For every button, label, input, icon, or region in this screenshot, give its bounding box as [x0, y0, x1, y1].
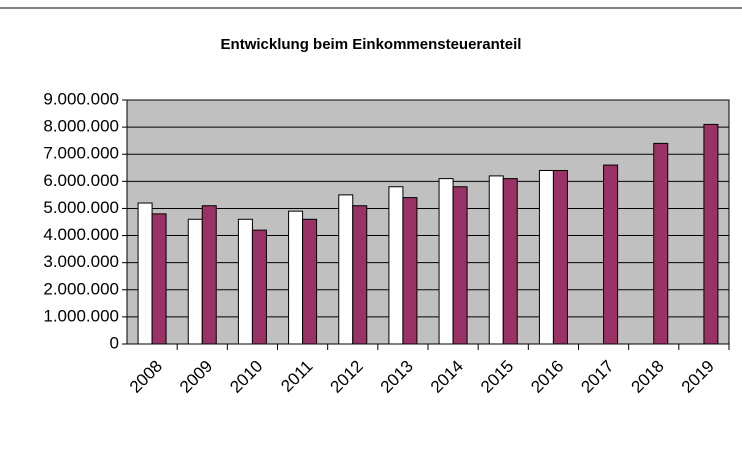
bar: [438, 178, 454, 345]
x-tick-label: 2019: [678, 357, 718, 397]
bar: [151, 213, 167, 345]
x-tick-label: 2017: [577, 357, 617, 397]
bar: [388, 186, 404, 345]
plot-area: [126, 99, 730, 345]
bar: [338, 194, 354, 345]
x-tick-label: 2014: [427, 357, 467, 397]
bar: [237, 218, 253, 345]
x-tick-label: 2013: [377, 357, 417, 397]
bar: [251, 229, 267, 345]
y-tick-label: 0: [110, 333, 119, 352]
bar: [201, 205, 217, 345]
bar: [302, 218, 318, 345]
bar: [137, 202, 153, 345]
bar: [452, 186, 468, 345]
bar: [187, 218, 203, 345]
y-tick-label: 6.000.000: [43, 171, 119, 190]
y-tick-label: 9.000.000: [43, 89, 119, 108]
x-tick-label: 2008: [126, 357, 166, 397]
y-tick-label: 4.000.000: [43, 225, 119, 244]
x-tick-label: 2016: [527, 357, 567, 397]
x-tick-label: 2009: [176, 357, 216, 397]
bar: [288, 210, 304, 345]
y-tick-label: 7.000.000: [43, 144, 119, 163]
y-tick-label: 5.000.000: [43, 198, 119, 217]
bar: [502, 178, 518, 345]
x-tick-label: 2018: [628, 357, 668, 397]
bar: [488, 175, 504, 345]
y-tick-label: 1.000.000: [43, 306, 119, 325]
x-tick-label: 2010: [226, 357, 266, 397]
y-tick-label: 2.000.000: [43, 279, 119, 298]
x-tick-label: 2011: [277, 357, 316, 396]
bar: [653, 142, 669, 345]
y-tick-label: 3.000.000: [43, 252, 119, 271]
bar: [402, 197, 418, 345]
bar: [603, 164, 619, 345]
bar: [703, 123, 719, 345]
x-tick-label: 2012: [327, 357, 367, 397]
bar: [352, 205, 368, 345]
bar: [552, 169, 568, 345]
y-tick-label: 8.000.000: [43, 117, 119, 136]
chart-title: Entwicklung beim Einkommensteueranteil: [221, 36, 522, 53]
x-tick-label: 2015: [477, 357, 517, 397]
bar: [538, 169, 554, 345]
